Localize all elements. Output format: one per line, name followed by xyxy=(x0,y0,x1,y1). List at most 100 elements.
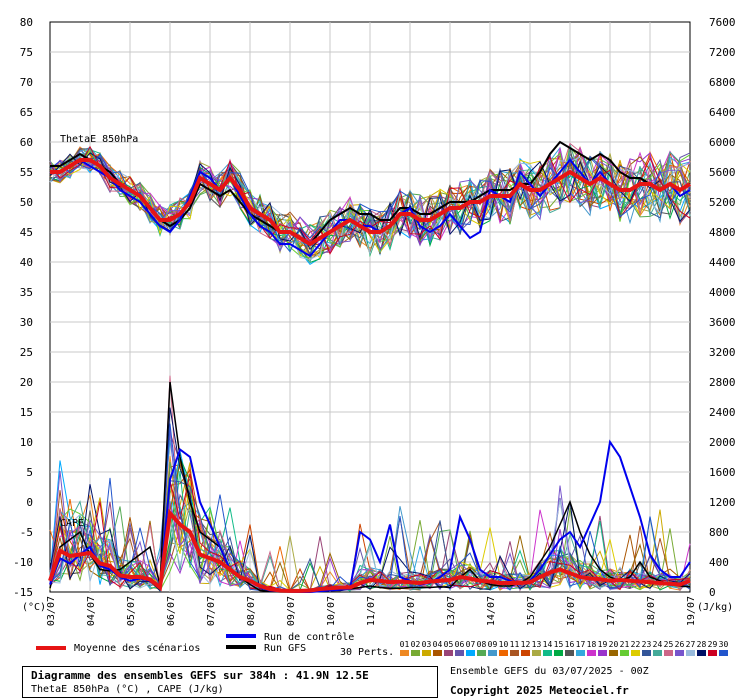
date-tick-label: 04/07 xyxy=(86,596,97,626)
title-box: Diagramme des ensembles GEFS sur 384h : … xyxy=(22,666,438,698)
right-tick-label: 4800 xyxy=(709,226,736,239)
right-tick-label: 400 xyxy=(709,556,729,569)
pert-color-swatch xyxy=(477,650,486,656)
left-tick-label: 35 xyxy=(20,286,33,299)
pert-number-label: 03 xyxy=(422,640,432,649)
left-tick-label: 70 xyxy=(20,76,33,89)
date-tick-label: 18/07 xyxy=(646,596,657,626)
left-tick-label: 55 xyxy=(20,166,33,179)
date-tick-label: 09/07 xyxy=(286,596,297,626)
pert-color-swatch xyxy=(587,650,596,656)
pert-color-swatch xyxy=(719,650,728,656)
grid xyxy=(50,22,690,592)
pert-number-label: 06 xyxy=(455,640,465,649)
main-series xyxy=(48,140,692,593)
date-tick-label: 19/07 xyxy=(686,596,697,626)
pert-color-swatch xyxy=(488,650,497,656)
date-tick-label: 13/07 xyxy=(446,596,457,626)
panel-label-cape: CAPE xyxy=(60,518,84,529)
pert-color-swatch xyxy=(510,650,519,656)
pert-number-label: 16 xyxy=(565,640,575,649)
pert-number-label: 07 xyxy=(466,640,476,649)
pert-color-swatch xyxy=(609,650,618,656)
left-tick-label: 30 xyxy=(20,316,33,329)
legend-perts-label: 30 Perts. xyxy=(340,647,394,658)
pert-number-label: 13 xyxy=(532,640,542,649)
left-tick-label: 10 xyxy=(20,436,33,449)
pert-number-label: 05 xyxy=(444,640,454,649)
right-tick-label: 7600 xyxy=(709,16,736,29)
copyright: Copyright 2025 Meteociel.fr xyxy=(450,684,629,697)
legend-mean-label: Moyenne des scénarios xyxy=(74,642,200,654)
right-tick-label: 4000 xyxy=(709,286,736,299)
pert-number-label: 20 xyxy=(609,640,619,649)
left-tick-label: 60 xyxy=(20,136,33,149)
pert-number-label: 30 xyxy=(719,640,729,649)
date-tick-label: 12/07 xyxy=(406,596,417,626)
left-tick-label: -15 xyxy=(13,586,33,599)
pert-color-swatch xyxy=(631,650,640,656)
left-tick-label: 75 xyxy=(20,46,33,59)
pert-color-swatch xyxy=(455,650,464,656)
right-tick-label: 2800 xyxy=(709,376,736,389)
pert-color-swatch xyxy=(532,650,541,656)
date-tick-label: 14/07 xyxy=(486,596,497,626)
right-tick-label: 3200 xyxy=(709,346,736,359)
panel-label-thetae: ThetaE 850hPa xyxy=(60,134,138,145)
right-tick-label: 1600 xyxy=(709,466,736,479)
pert-number-label: 10 xyxy=(499,640,509,649)
pert-number-label: 22 xyxy=(631,640,641,649)
date-tick-label: 03/07 xyxy=(46,596,57,626)
pert-color-swatch xyxy=(598,650,607,656)
left-axis-unit: (°C) xyxy=(22,602,46,613)
left-tick-label: 25 xyxy=(20,346,33,359)
pert-color-swatch xyxy=(576,650,585,656)
pert-thetae-line xyxy=(49,153,691,253)
right-axis-ticks: 7600720068006400600056005200480044004000… xyxy=(709,16,736,599)
chart-title: Diagramme des ensembles GEFS sur 384h : … xyxy=(31,669,369,682)
right-tick-label: 1200 xyxy=(709,496,736,509)
right-tick-label: 2000 xyxy=(709,436,736,449)
left-tick-label: -5 xyxy=(20,526,33,539)
pert-color-swatch xyxy=(697,650,706,656)
right-tick-label: 7200 xyxy=(709,46,736,59)
right-axis-unit: (J/kg) xyxy=(697,602,733,613)
date-tick-label: 05/07 xyxy=(126,596,137,626)
left-tick-label: -10 xyxy=(13,556,33,569)
date-axis-ticks: 03/07 04/07 05/07 06/07 07/07 08/07 09/07 10/07… xyxy=(46,596,697,626)
pert-cape-line xyxy=(49,480,691,593)
right-tick-label: 800 xyxy=(709,526,729,539)
pert-number-label: 27 xyxy=(686,640,696,649)
left-tick-label: 45 xyxy=(20,226,33,239)
pert-number-label: 15 xyxy=(554,640,564,649)
date-tick-label: 10/07 xyxy=(326,596,337,626)
right-tick-label: 3600 xyxy=(709,316,736,329)
pert-color-swatch xyxy=(411,650,420,656)
pert-color-swatch xyxy=(653,650,662,656)
pert-color-swatch xyxy=(400,650,409,656)
pert-color-swatch xyxy=(620,650,629,656)
right-tick-label: 5600 xyxy=(709,166,736,179)
left-tick-label: 80 xyxy=(20,16,33,29)
pert-number-label: 14 xyxy=(543,640,553,649)
pert-color-swatch xyxy=(664,650,673,656)
pert-number-label: 01 xyxy=(400,640,410,649)
pert-number-label: 19 xyxy=(598,640,608,649)
mean-cape-line xyxy=(48,508,691,593)
pert-color-swatch xyxy=(521,650,530,656)
pert-number-label: 12 xyxy=(521,640,531,649)
pert-number-label: 09 xyxy=(488,640,498,649)
date-tick-label: 06/07 xyxy=(166,596,177,626)
right-tick-label: 6800 xyxy=(709,76,736,89)
right-tick-label: 4400 xyxy=(709,256,736,269)
date-tick-label: 17/07 xyxy=(606,596,617,626)
left-tick-label: 5 xyxy=(26,466,33,479)
pert-number-label: 26 xyxy=(675,640,685,649)
pert-color-swatch xyxy=(499,650,508,656)
left-tick-label: 50 xyxy=(20,196,33,209)
pert-number-label: 23 xyxy=(642,640,652,649)
pert-number-label: 28 xyxy=(697,640,707,649)
pert-color-swatch xyxy=(543,650,552,656)
right-tick-label: 5200 xyxy=(709,196,736,209)
